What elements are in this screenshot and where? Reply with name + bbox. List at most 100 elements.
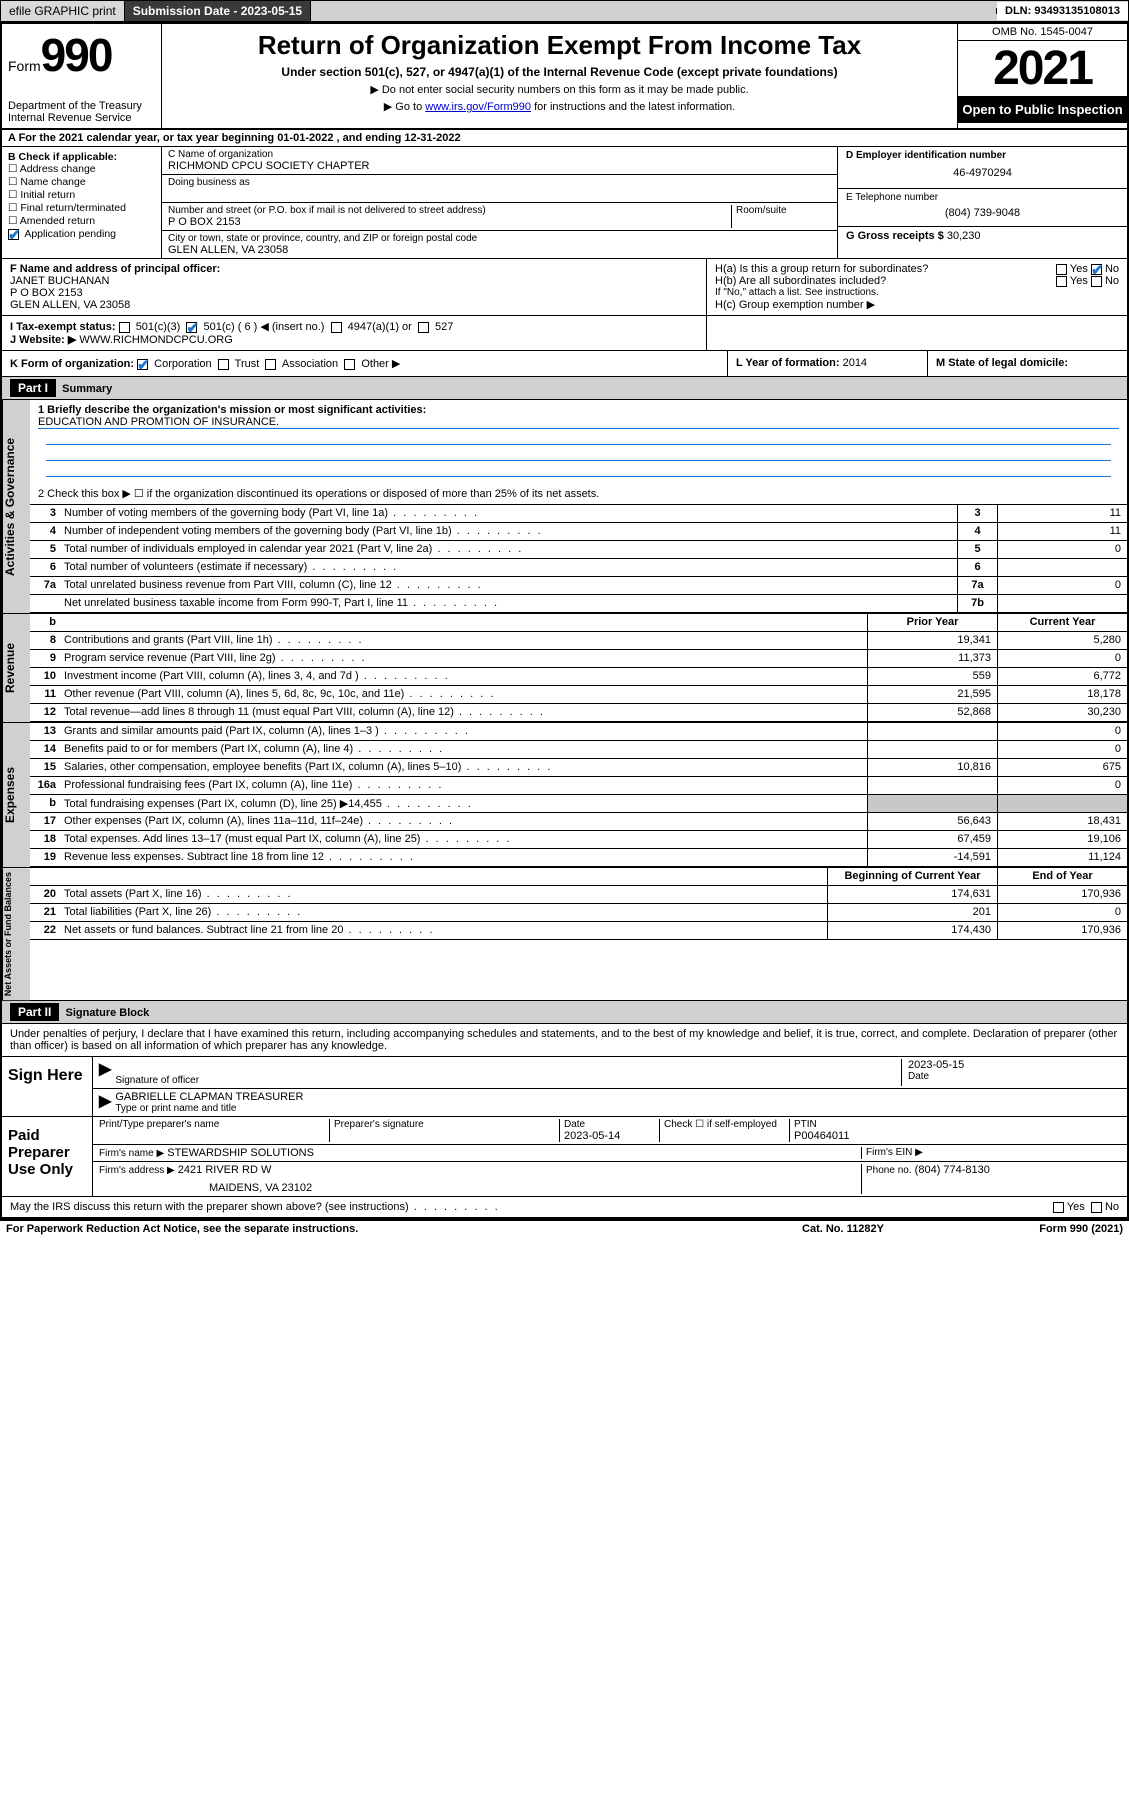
sig-officer-line: ▶ Signature of officer 2023-05-15 Date: [93, 1057, 1127, 1089]
submission-date-button[interactable]: Submission Date - 2023-05-15: [125, 1, 311, 21]
firm-addr-line: Firm's address ▶ 2421 RIVER RD W MAIDENS…: [93, 1162, 1127, 1196]
website-value: WWW.RICHMONDCPCU.ORG: [79, 334, 232, 346]
org-name: RICHMOND CPCU SOCIETY CHAPTER: [168, 160, 831, 172]
m-label: M State of legal domicile:: [936, 357, 1068, 369]
row-i: I Tax-exempt status: 501(c)(3) 501(c) ( …: [2, 316, 707, 350]
chk-final-return[interactable]: ☐ Final return/terminated: [8, 202, 155, 214]
ha-yes[interactable]: Yes: [1070, 263, 1088, 275]
header-row: Form990 Department of the Treasury Inter…: [2, 24, 1127, 130]
col-b-label: B Check if applicable:: [8, 151, 155, 163]
chk-address-change[interactable]: ☐ Address change: [8, 163, 155, 175]
gov-body: 1 Briefly describe the organization's mi…: [30, 400, 1127, 613]
room-label: Room/suite: [736, 205, 831, 216]
i-501c3[interactable]: 501(c)(3): [136, 321, 181, 333]
j-label: J Website: ▶: [10, 334, 76, 346]
officer-name-line: ▶ GABRIELLE CLAPMAN TREASURER Type or pr…: [93, 1089, 1127, 1116]
arrow-icon-2: ▶: [99, 1091, 111, 1114]
mission-blank-2: [46, 447, 1111, 461]
gov-line: 7aTotal unrelated business revenue from …: [30, 577, 1127, 595]
discuss-label: May the IRS discuss this return with the…: [10, 1201, 1053, 1213]
hb-yes[interactable]: Yes: [1070, 275, 1088, 287]
phone-value: (804) 774-8130: [915, 1164, 990, 1176]
c-name-block: C Name of organization RICHMOND CPCU SOC…: [162, 147, 837, 175]
sign-here-body: ▶ Signature of officer 2023-05-15 Date ▶…: [92, 1057, 1127, 1116]
prep-name-label: Print/Type preparer's name: [99, 1119, 329, 1130]
f-officer: F Name and address of principal officer:…: [2, 259, 707, 315]
net-line: 22Net assets or fund balances. Subtract …: [30, 922, 1127, 940]
c-city-block: City or town, state or province, country…: [162, 231, 837, 258]
irs-label: Internal Revenue Service: [8, 112, 155, 124]
gross-value: 30,230: [947, 230, 981, 242]
header-right: OMB No. 1545-0047 2021 Open to Public In…: [957, 24, 1127, 128]
part-i-expenses: Expenses 13Grants and similar amounts pa…: [2, 723, 1127, 868]
k-assoc[interactable]: Association: [282, 358, 338, 370]
e-tel-block: E Telephone number (804) 739-9048: [838, 189, 1127, 227]
row-f-h: F Name and address of principal officer:…: [2, 259, 1127, 316]
hdr-beginning: Beginning of Current Year: [827, 868, 997, 885]
c-dba-block: Doing business as: [162, 175, 837, 203]
check-self-employed[interactable]: Check ☐ if self-employed: [659, 1119, 789, 1142]
net-line: 20Total assets (Part X, line 16)174,6311…: [30, 886, 1127, 904]
city-label: City or town, state or province, country…: [168, 233, 831, 244]
gov-line: 6Total number of volunteers (estimate if…: [30, 559, 1127, 577]
org-address: P O BOX 2153: [168, 216, 731, 228]
mission-blank-3: [46, 463, 1111, 477]
k-other[interactable]: Other ▶: [361, 358, 400, 370]
sign-here-row: Sign Here ▶ Signature of officer 2023-05…: [2, 1057, 1127, 1117]
hc-label: H(c) Group exemption number ▶: [715, 298, 1119, 311]
date-label: Date: [908, 1071, 1121, 1082]
rev-hdr-spacer: [60, 614, 867, 631]
efile-print-button[interactable]: efile GRAPHIC print: [1, 1, 125, 21]
dept-label: Department of the Treasury: [8, 100, 155, 112]
rev-line: 9Program service revenue (Part VIII, lin…: [30, 650, 1127, 668]
pra-notice: For Paperwork Reduction Act Notice, see …: [6, 1223, 743, 1235]
note-link: ▶ Go to www.irs.gov/Form990 for instruct…: [172, 100, 947, 113]
rev-line: 11Other revenue (Part VIII, column (A), …: [30, 686, 1127, 704]
discuss-yes[interactable]: Yes: [1067, 1201, 1085, 1213]
discuss-no[interactable]: No: [1105, 1201, 1119, 1213]
exp-line: 17Other expenses (Part IX, column (A), l…: [30, 813, 1127, 831]
i-501c[interactable]: 501(c) ( 6 ) ◀ (insert no.): [204, 321, 325, 333]
open-inspection: Open to Public Inspection: [958, 96, 1127, 123]
hb-row: H(b) Are all subordinates included? Yes …: [715, 275, 1119, 287]
line-1: 1 Briefly describe the organization's mi…: [30, 400, 1127, 483]
gov-lines: 3Number of voting members of the governi…: [30, 505, 1127, 613]
i-4947[interactable]: 4947(a)(1) or: [348, 321, 412, 333]
prep-sig-label: Preparer's signature: [334, 1119, 559, 1130]
i-527[interactable]: 527: [435, 321, 453, 333]
dba-label: Doing business as: [168, 177, 831, 188]
firm-addr2: MAIDENS, VA 23102: [99, 1176, 861, 1194]
rev-header: b Prior Year Current Year: [30, 614, 1127, 632]
hb-no[interactable]: No: [1105, 275, 1119, 287]
g-gross-block: G Gross receipts $ 30,230: [838, 227, 1127, 245]
ha-no[interactable]: No: [1105, 263, 1119, 275]
line-a-tax-year: A For the 2021 calendar year, or tax yea…: [2, 130, 1127, 147]
l1-mission: EDUCATION AND PROMTION OF INSURANCE.: [38, 416, 1119, 429]
gov-line: 5Total number of individuals employed in…: [30, 541, 1127, 559]
k-corp[interactable]: Corporation: [154, 358, 211, 370]
discuss-row: May the IRS discuss this return with the…: [2, 1197, 1127, 1217]
note2-post: for instructions and the latest informat…: [531, 101, 735, 113]
chk-app-pending[interactable]: Application pending: [8, 228, 155, 240]
ein-label: D Employer identification number: [846, 150, 1119, 161]
col-c: C Name of organization RICHMOND CPCU SOC…: [162, 147, 837, 258]
row-k-l-m: K Form of organization: Corporation Trus…: [2, 351, 1127, 377]
topbar: efile GRAPHIC print Submission Date - 20…: [0, 0, 1129, 22]
irs-link[interactable]: www.irs.gov/Form990: [425, 101, 531, 113]
k-trust[interactable]: Trust: [235, 358, 260, 370]
l-label: L Year of formation:: [736, 357, 840, 369]
part-i-governance: Activities & Governance 1 Briefly descri…: [2, 400, 1127, 614]
l1-label: 1 Briefly describe the organization's mi…: [38, 404, 1119, 416]
firm-addr1: 2421 RIVER RD W: [178, 1164, 272, 1176]
chk-name-change[interactable]: ☐ Name change: [8, 176, 155, 188]
chk-initial-return[interactable]: ☐ Initial return: [8, 189, 155, 201]
ha-label: H(a) Is this a group return for subordin…: [715, 263, 928, 275]
officer-name-title: GABRIELLE CLAPMAN TREASURER: [115, 1091, 1121, 1103]
rev-line: 10Investment income (Part VIII, column (…: [30, 668, 1127, 686]
line-2: 2 Check this box ▶ ☐ if the organization…: [30, 483, 1127, 505]
chk-amended[interactable]: ☐ Amended return: [8, 215, 155, 227]
firm-addr-label: Firm's address ▶: [99, 1165, 175, 1176]
officer-addr1: P O BOX 2153: [10, 287, 698, 299]
cat-no: Cat. No. 11282Y: [743, 1223, 943, 1235]
exp-lines: 13Grants and similar amounts paid (Part …: [30, 723, 1127, 867]
